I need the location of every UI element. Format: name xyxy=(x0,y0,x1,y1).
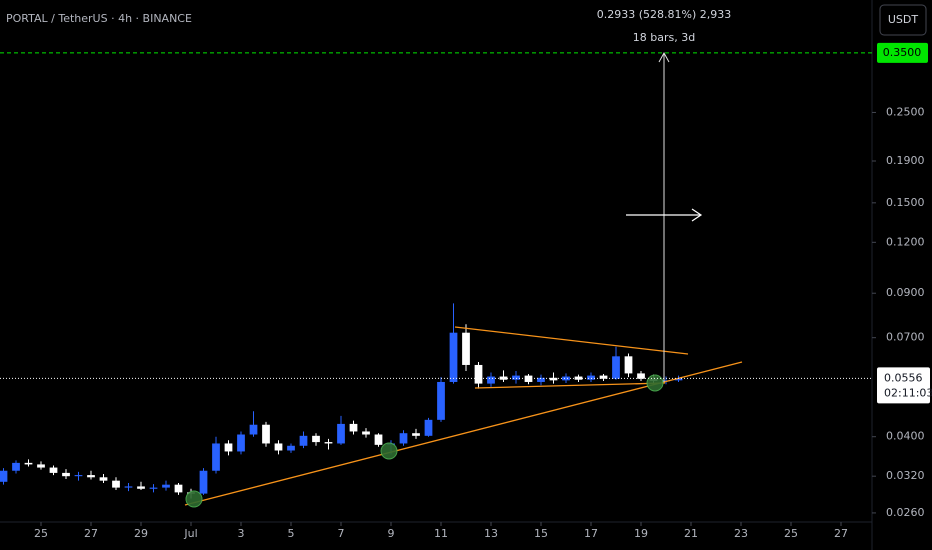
candle-body xyxy=(324,442,333,444)
candle-body xyxy=(137,486,145,489)
chart-title: PORTAL / TetherUS · 4h · BINANCE xyxy=(6,12,192,25)
x-tick-label: 21 xyxy=(684,527,698,540)
candle-body xyxy=(612,356,620,379)
overlay: 0.3500 0.0556 02:11:03 xyxy=(0,42,932,404)
candle-body xyxy=(487,376,495,384)
candle-body xyxy=(12,462,20,471)
x-tick-label: 25 xyxy=(784,527,798,540)
x-tick-label: 23 xyxy=(734,527,748,540)
candle-body xyxy=(199,470,208,494)
candle-body xyxy=(424,419,433,436)
touch-point xyxy=(380,442,398,460)
last-price-box xyxy=(877,367,930,404)
drawings xyxy=(184,51,743,508)
candle-body xyxy=(112,480,120,488)
candle-body xyxy=(637,373,645,379)
x-tick-label: 9 xyxy=(388,527,395,540)
candle-body xyxy=(0,470,8,482)
last-price-label: 0.0556 xyxy=(884,371,923,384)
x-tick-label: 11 xyxy=(434,527,448,540)
x-tick-label: 19 xyxy=(634,527,648,540)
x-tick-label: 15 xyxy=(534,527,548,540)
candle-body xyxy=(574,376,583,380)
candle-body xyxy=(174,484,183,493)
x-tick-label: Jul xyxy=(183,527,197,540)
x-tick-label: 17 xyxy=(584,527,598,540)
currency-button[interactable] xyxy=(879,4,927,36)
x-tick-label: 29 xyxy=(134,527,148,540)
x-tick-label: 7 xyxy=(338,527,345,540)
candle-body xyxy=(62,472,70,477)
x-tick-label: 27 xyxy=(84,527,98,540)
pennant-upper xyxy=(454,326,689,355)
y-tick-label: 0.0900 xyxy=(886,286,925,299)
candle-body xyxy=(437,381,445,420)
candle-body xyxy=(162,484,170,488)
y-tick-label: 0.1900 xyxy=(886,154,925,167)
candle-body xyxy=(412,433,420,436)
y-tick-label: 0.1500 xyxy=(886,196,925,209)
y-tick-label: 0.2500 xyxy=(886,105,925,118)
axis-frame xyxy=(0,0,873,550)
touch-point xyxy=(185,490,203,508)
target-label: 0.3500 xyxy=(883,46,922,59)
x-tick-label: 27 xyxy=(834,527,848,540)
candle-body xyxy=(449,332,458,382)
direction-arrowhead xyxy=(691,208,703,222)
currency-label[interactable]: USDT xyxy=(888,13,919,26)
candle-body xyxy=(287,445,295,451)
candle-body xyxy=(599,375,608,379)
candle-body xyxy=(212,443,220,471)
candle-body xyxy=(74,475,83,477)
candle-body xyxy=(124,486,133,488)
measure-arrowhead xyxy=(658,51,670,63)
candle-body xyxy=(562,376,570,381)
touch-point xyxy=(646,374,664,392)
candle-body xyxy=(262,424,270,444)
x-tick-label: 13 xyxy=(484,527,498,540)
y-tick-label: 0.0700 xyxy=(886,331,925,344)
candle-body xyxy=(674,378,683,381)
candle-body xyxy=(474,364,483,384)
candle-body xyxy=(37,464,45,468)
candle-body xyxy=(24,462,33,465)
candle-body xyxy=(399,433,408,444)
candle-body xyxy=(249,424,258,435)
measure-label: 0.2933 (528.81%) 2,933 xyxy=(597,8,732,21)
candle-body xyxy=(149,487,158,489)
candle-body xyxy=(224,443,233,452)
candle-body xyxy=(624,356,633,374)
y-tick-label: 0.0400 xyxy=(886,430,925,443)
target-label-box xyxy=(877,42,928,63)
x-tick-label: 25 xyxy=(34,527,48,540)
countdown-label: 02:11:03 xyxy=(884,386,932,399)
candle-body xyxy=(237,434,245,452)
pennant-lower xyxy=(474,382,666,389)
candle-body xyxy=(462,332,470,365)
candle-body xyxy=(349,423,358,432)
candle-body xyxy=(274,443,283,451)
candle-body xyxy=(337,423,345,444)
measure-span-label: 18 bars, 3d xyxy=(633,31,695,44)
y-tick-label: 0.0320 xyxy=(886,469,925,482)
candle-body xyxy=(87,475,95,478)
candle-body xyxy=(374,434,383,445)
candle-body xyxy=(537,377,545,382)
y-tick-label: 0.1200 xyxy=(886,235,925,248)
candle-body xyxy=(312,435,320,443)
candle-body xyxy=(99,477,108,481)
candle-body xyxy=(587,375,595,380)
x-tick-label: 3 xyxy=(238,527,245,540)
candle-body xyxy=(362,431,370,435)
candle-body xyxy=(499,376,508,380)
y-tick-label: 0.0260 xyxy=(886,506,925,519)
candle-body xyxy=(299,435,308,446)
candle-body xyxy=(549,377,558,381)
candle-body xyxy=(49,467,58,473)
x-tick-label: 5 xyxy=(288,527,295,540)
candle-body xyxy=(512,375,520,380)
